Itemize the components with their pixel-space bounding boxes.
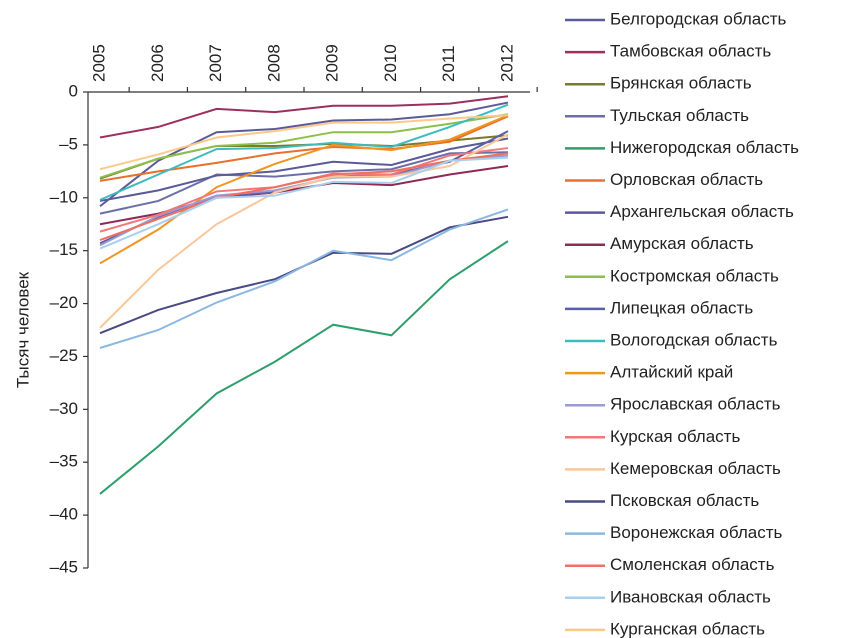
y-tick-label: –35	[50, 452, 78, 471]
legend-label: Тамбовская область	[610, 42, 771, 61]
legend-label: Белгородская область	[610, 9, 786, 28]
series-line	[99, 152, 509, 242]
legend-label: Костромская область	[610, 266, 779, 285]
series-line	[99, 137, 509, 202]
legend-label: Вологодская область	[610, 330, 778, 349]
legend-label: Ярославская область	[610, 395, 781, 414]
legend-label: Ивановская область	[610, 587, 771, 606]
legend-label: Псковская область	[610, 491, 759, 510]
legend-label: Архангельская область	[610, 202, 794, 221]
legend-label: Кемеровская область	[610, 459, 781, 478]
y-axis-label: Тысяч человек	[13, 271, 32, 388]
series-line	[99, 208, 509, 349]
series-line	[99, 133, 509, 329]
legend-label: Орловская область	[610, 170, 763, 189]
y-tick-label: –40	[50, 505, 78, 524]
y-tick-label: –10	[50, 187, 78, 206]
legend-label: Брянская область	[610, 74, 752, 93]
legend-label: Тульская область	[610, 106, 749, 125]
legend-label: Курская область	[610, 427, 740, 446]
series-line	[99, 151, 509, 215]
series-line	[99, 215, 509, 335]
legend-label: Алтайский край	[610, 363, 733, 382]
x-tick-label: 2012	[497, 44, 516, 82]
series-line	[99, 114, 509, 171]
legend-label: Смоленская область	[610, 555, 775, 574]
legend-label: Липецкая область	[610, 298, 753, 317]
legend-label: Воронежская область	[610, 523, 783, 542]
x-tick-label: 2005	[89, 44, 108, 82]
y-tick-label: –30	[50, 399, 78, 418]
x-tick-label: 2009	[323, 44, 342, 82]
x-tick-label: 2011	[439, 45, 458, 82]
y-tick-label: 0	[69, 81, 78, 100]
x-tick-label: 2008	[264, 44, 283, 82]
legend-label: Курганская область	[610, 619, 765, 638]
series-line	[99, 113, 509, 179]
y-tick-label: –45	[50, 557, 78, 576]
series-line	[99, 114, 509, 265]
series-line	[99, 156, 509, 250]
series-line	[99, 95, 509, 139]
y-tick-label: –25	[50, 346, 78, 365]
series-line	[99, 103, 509, 201]
y-tick-label: –5	[59, 134, 78, 153]
legend-label: Амурская область	[610, 234, 754, 253]
y-tick-label: –20	[50, 293, 78, 312]
x-tick-label: 2006	[148, 44, 167, 82]
x-tick-label: 2010	[381, 44, 400, 82]
x-tick-label: 2007	[206, 44, 225, 82]
y-tick-label: –15	[50, 240, 78, 259]
series-line	[99, 240, 509, 495]
legend-label: Нижегородская область	[610, 138, 799, 157]
